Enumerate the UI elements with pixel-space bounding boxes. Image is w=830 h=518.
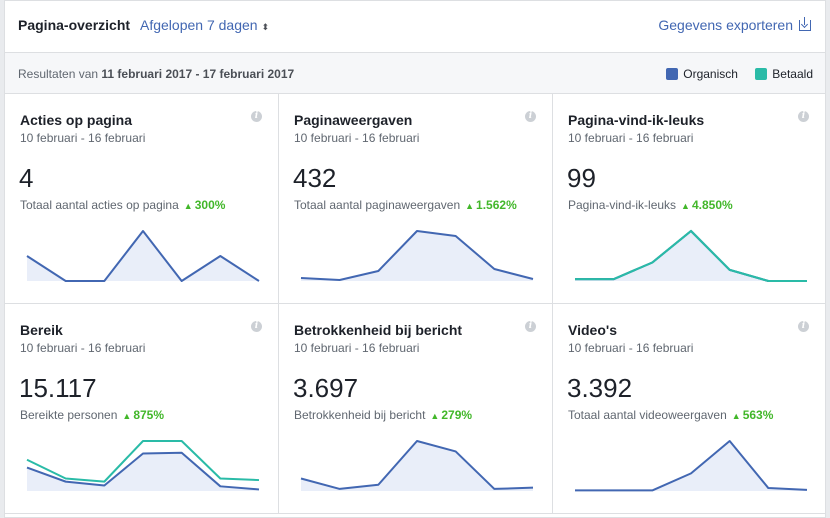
info-icon[interactable]: i bbox=[251, 111, 262, 122]
change-value: 875% bbox=[133, 408, 165, 422]
legend-swatch bbox=[666, 68, 679, 80]
trend-up-icon: ▲ bbox=[183, 201, 193, 211]
card-value: 3.697 bbox=[293, 373, 359, 403]
metric-card-reach[interactable]: Bereik 10 februari - 16 februari i 15.11… bbox=[5, 304, 279, 514]
sparkline-organic bbox=[575, 440, 808, 492]
sparkline-area bbox=[301, 231, 533, 281]
trend-up-icon: ▲ bbox=[122, 411, 132, 421]
card-value: 4 bbox=[19, 163, 34, 193]
chart-legend: Organisch Betaald bbox=[652, 67, 813, 81]
card-date-range: 10 februari - 16 februari bbox=[294, 131, 420, 145]
trend-up-icon: ▲ bbox=[430, 411, 440, 421]
card-value: 99 bbox=[567, 163, 596, 193]
info-icon[interactable]: i bbox=[525, 111, 536, 122]
sparkline-chart bbox=[300, 440, 534, 491]
sort-caret-icon[interactable]: ⬍ bbox=[261, 22, 270, 32]
sparkline-paid-overlay bbox=[575, 229, 807, 282]
trend-up-icon: ▲ bbox=[731, 411, 741, 421]
change-badge: ▲ 875% bbox=[122, 408, 164, 422]
card-subtitle-text: Pagina-vind-ik-leuks bbox=[568, 198, 677, 212]
sparkline-organic bbox=[300, 440, 534, 490]
download-icon[interactable] bbox=[799, 17, 811, 31]
export-data-link[interactable]: Gegevens exporteren bbox=[658, 17, 811, 33]
sparkline-chart bbox=[575, 440, 808, 492]
legend-item-paid: Betaald bbox=[755, 67, 813, 81]
sparkline-chart bbox=[575, 229, 807, 282]
card-date-range: 10 februari - 16 februari bbox=[20, 341, 146, 355]
card-subtitle-text: Totaal aantal paginaweergaven bbox=[294, 198, 461, 212]
change-badge: ▲ 563% bbox=[732, 408, 774, 422]
sparkline-area bbox=[575, 441, 807, 491]
legend-swatch bbox=[755, 68, 768, 80]
page-title: Pagina-overzicht bbox=[18, 17, 131, 33]
card-subtitle: Totaal aantal acties op pagina ▲ 300% bbox=[20, 198, 225, 212]
page-overview-panel: Pagina-overzicht Afgelopen 7 dagen ⬍ Gege… bbox=[4, 0, 826, 518]
card-value: 15.117 bbox=[19, 373, 97, 403]
sparkline-chart bbox=[26, 230, 260, 282]
card-subtitle: Totaal aantal videoweergaven ▲ 563% bbox=[568, 408, 773, 422]
change-value: 1.562% bbox=[476, 198, 517, 212]
sparkline-area bbox=[575, 231, 807, 281]
sparkline-area bbox=[27, 231, 259, 281]
change-badge: ▲ 4.850% bbox=[681, 198, 733, 212]
sparkline-organic bbox=[26, 230, 260, 282]
sparkline-chart bbox=[300, 230, 534, 281]
trend-up-icon: ▲ bbox=[681, 201, 690, 211]
change-badge: ▲ 300% bbox=[184, 198, 226, 212]
results-dates: 11 februari 2017 - 17 februari 2017 bbox=[101, 67, 295, 81]
change-value: 300% bbox=[194, 198, 226, 212]
card-subtitle-text: Betrokkenheid bij bericht bbox=[294, 408, 426, 422]
legend-item-organic: Organisch bbox=[666, 67, 738, 81]
info-icon[interactable]: i bbox=[798, 321, 809, 332]
metric-card-actions[interactable]: Acties op pagina 10 februari - 16 februa… bbox=[5, 94, 279, 304]
card-subtitle: Pagina-vind-ik-leuks ▲ 4.850% bbox=[568, 198, 733, 212]
change-value: 4.850% bbox=[691, 198, 733, 212]
panel-header: Pagina-overzicht Afgelopen 7 dagen ⬍ Gege… bbox=[5, 1, 825, 53]
sparkline-organic bbox=[300, 230, 534, 281]
card-date-range: 10 februari - 16 februari bbox=[568, 131, 694, 145]
export-label[interactable]: Gegevens exporteren bbox=[658, 17, 793, 33]
metric-card-page-likes[interactable]: Pagina-vind-ik-leuks 10 februari - 16 fe… bbox=[553, 94, 825, 304]
trend-up-icon: ▲ bbox=[465, 201, 475, 211]
change-badge: ▲ 279% bbox=[430, 408, 472, 422]
card-title[interactable]: Betrokkenheid bij bericht bbox=[294, 322, 463, 338]
card-subtitle-text: Bereikte personen bbox=[20, 408, 118, 422]
period-dropdown[interactable]: Afgelopen 7 dagen ⬍ bbox=[140, 17, 269, 33]
card-subtitle-text: Totaal aantal acties op pagina bbox=[20, 198, 179, 212]
metric-card-page-views[interactable]: Paginaweergaven 10 februari - 16 februar… bbox=[279, 94, 553, 304]
card-title[interactable]: Video's bbox=[568, 322, 617, 338]
card-value: 432 bbox=[293, 163, 337, 193]
results-prefix: Resultaten van bbox=[18, 67, 99, 81]
sparkline-chart bbox=[26, 440, 260, 491]
info-icon[interactable]: i bbox=[798, 111, 809, 122]
legend-label: Betaald bbox=[772, 67, 813, 81]
period-label[interactable]: Afgelopen 7 dagen bbox=[140, 17, 258, 33]
sparkline-area bbox=[27, 452, 259, 491]
card-title[interactable]: Pagina-vind-ik-leuks bbox=[568, 112, 705, 128]
metric-card-videos[interactable]: Video's 10 februari - 16 februari i 3.39… bbox=[553, 304, 825, 514]
info-icon[interactable]: i bbox=[525, 321, 536, 332]
card-subtitle: Totaal aantal paginaweergaven ▲ 1.562% bbox=[294, 198, 517, 212]
sparkline-paid bbox=[26, 440, 260, 483]
metric-card-post-engagement[interactable]: Betrokkenheid bij bericht 10 februari - … bbox=[279, 304, 553, 514]
change-value: 279% bbox=[441, 408, 473, 422]
card-date-range: 10 februari - 16 februari bbox=[568, 341, 694, 355]
card-subtitle-text: Totaal aantal videoweergaven bbox=[568, 408, 727, 422]
card-date-range: 10 februari - 16 februari bbox=[20, 131, 146, 145]
card-title[interactable]: Acties op pagina bbox=[20, 112, 133, 128]
legend-label: Organisch bbox=[683, 67, 738, 81]
change-value: 563% bbox=[742, 408, 774, 422]
info-icon[interactable]: i bbox=[251, 321, 262, 332]
card-subtitle: Betrokkenheid bij bericht ▲ 279% bbox=[294, 408, 472, 422]
results-range: Resultaten van 11 februari 2017 - 17 feb… bbox=[18, 67, 294, 81]
card-title[interactable]: Paginaweergaven bbox=[294, 112, 413, 128]
card-date-range: 10 februari - 16 februari bbox=[294, 341, 420, 355]
results-bar: Resultaten van 11 februari 2017 - 17 feb… bbox=[5, 53, 825, 94]
sparkline-area bbox=[301, 441, 533, 491]
sparkline-organic bbox=[26, 451, 260, 491]
change-badge: ▲ 1.562% bbox=[465, 198, 517, 212]
card-value: 3.392 bbox=[567, 373, 633, 403]
card-subtitle: Bereikte personen ▲ 875% bbox=[20, 408, 164, 422]
card-title[interactable]: Bereik bbox=[20, 322, 63, 338]
